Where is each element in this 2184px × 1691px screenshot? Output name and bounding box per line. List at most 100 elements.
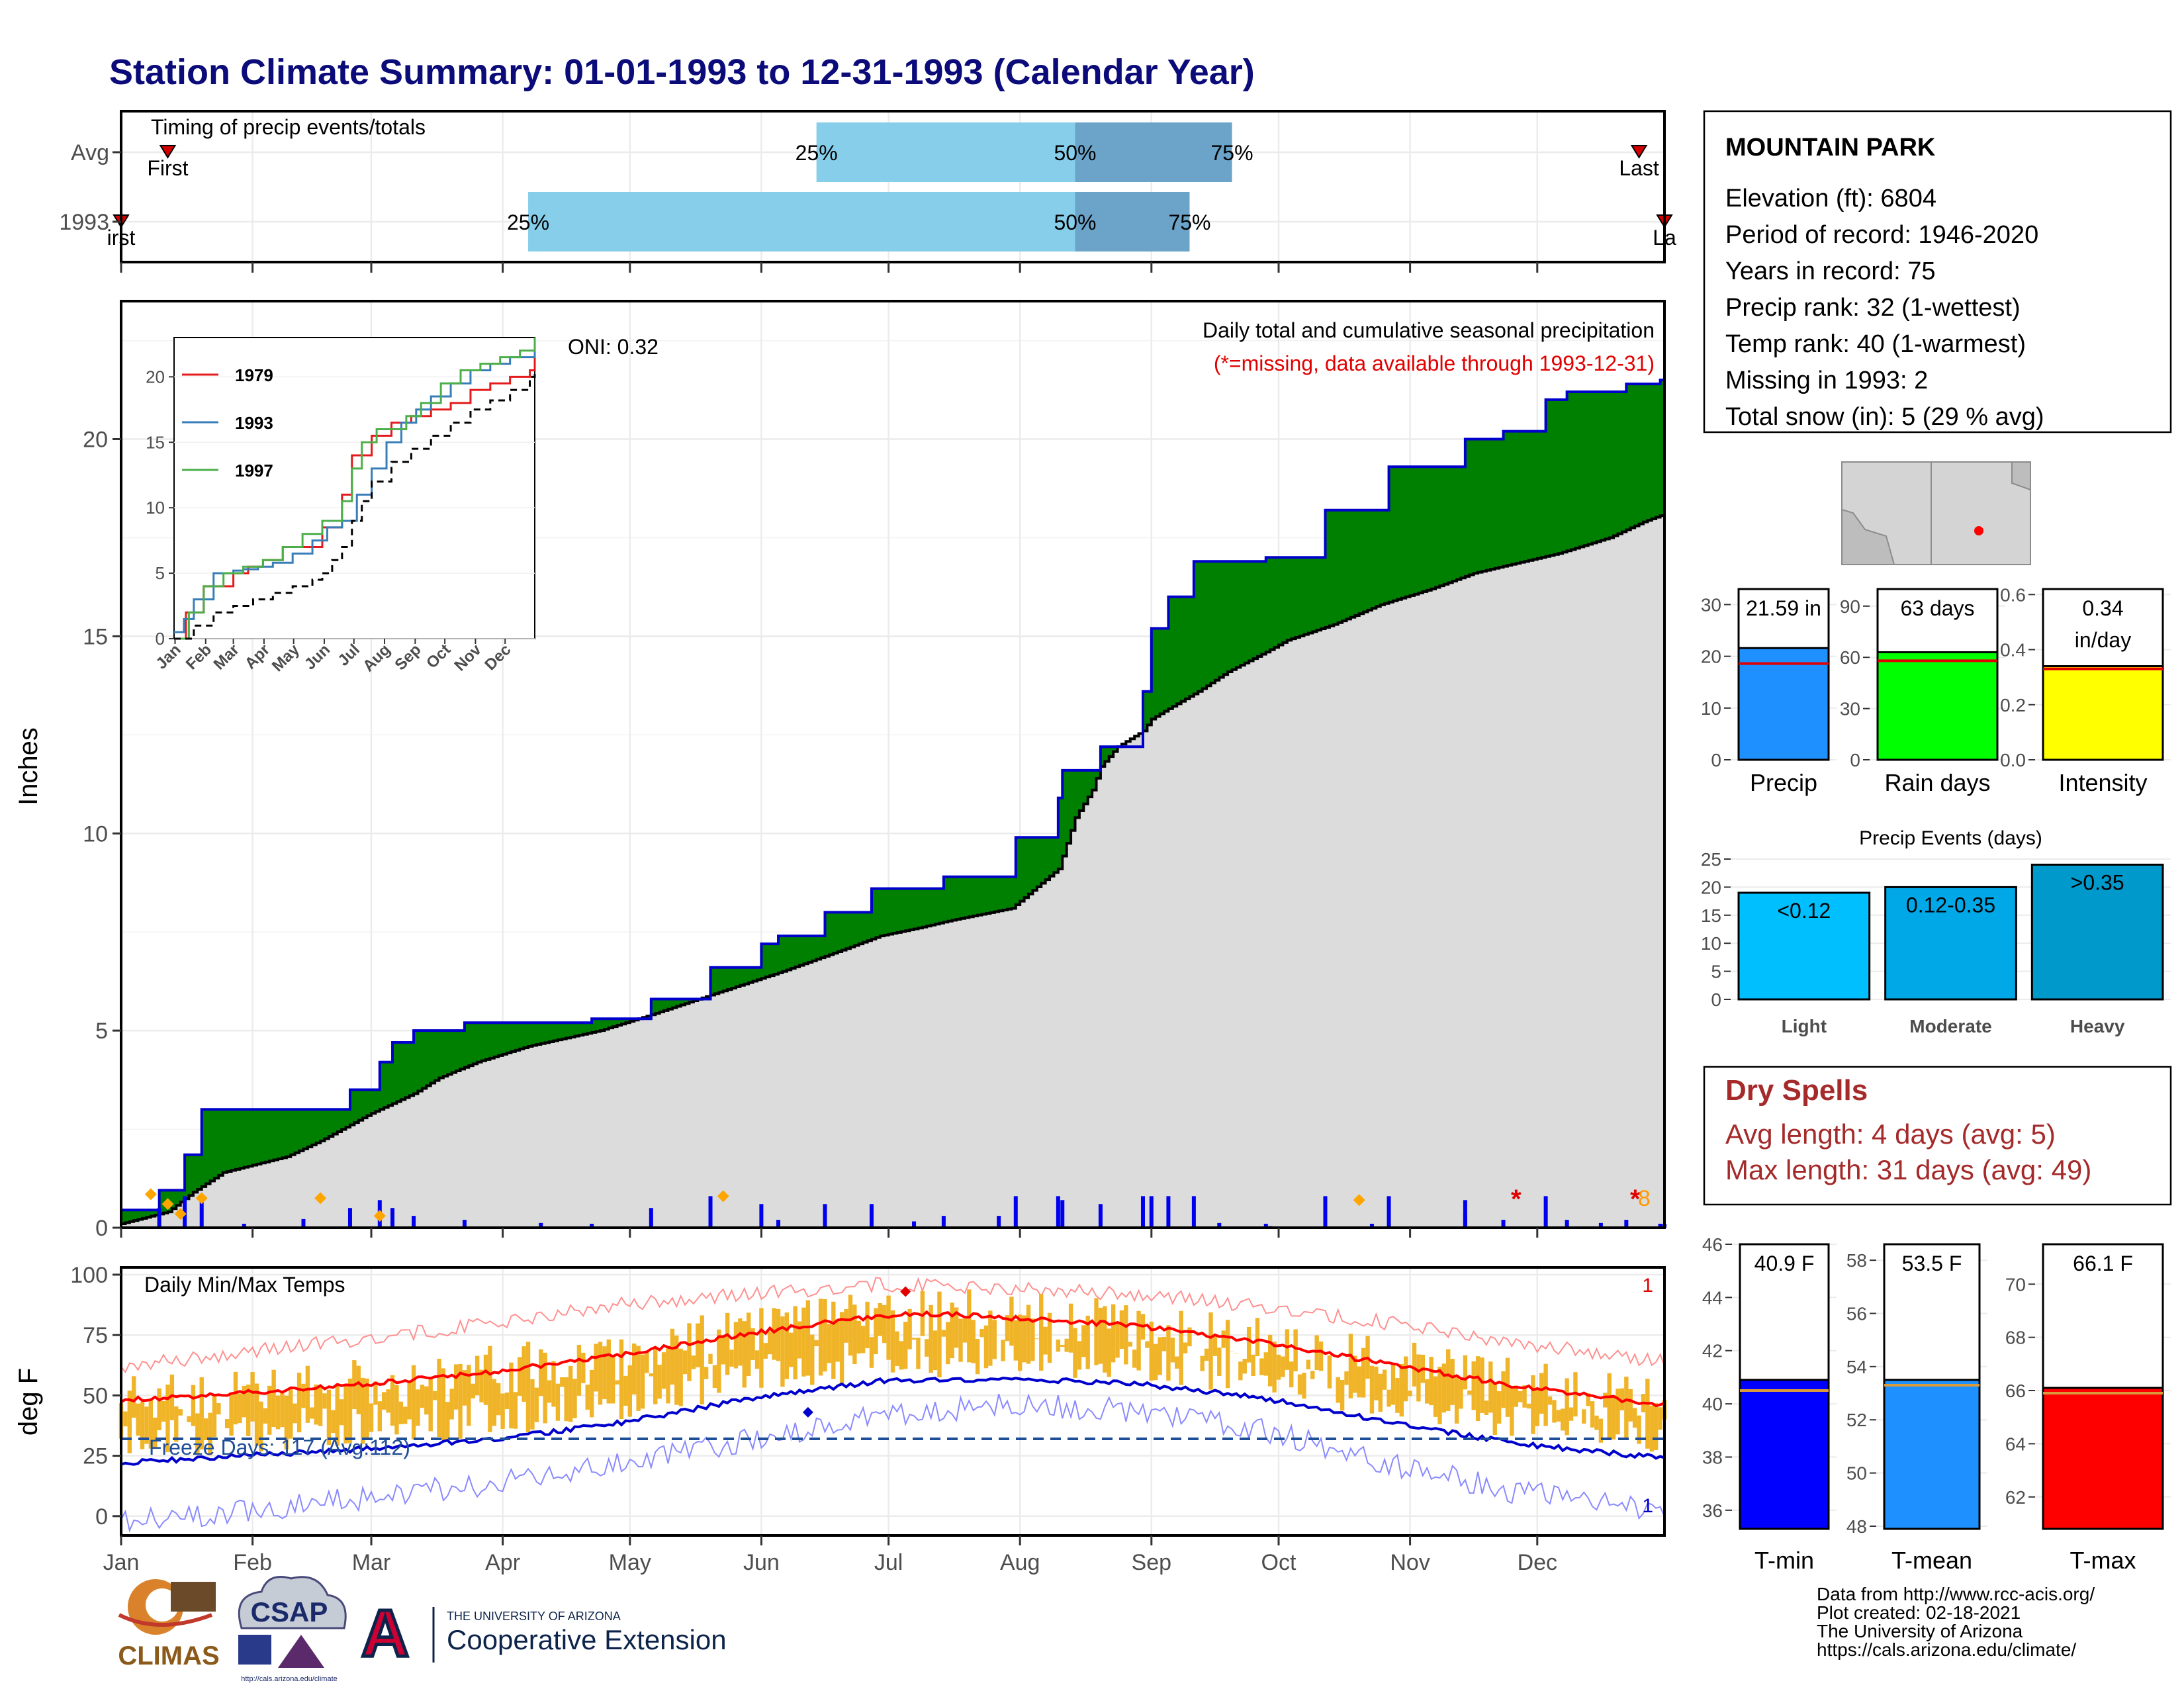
summary-tick-label: 40 (1702, 1394, 1723, 1414)
station-info-line: Missing in 1993: 2 (1725, 367, 1928, 394)
daily-temp-bar (280, 1393, 284, 1427)
daily-temp-bar (1293, 1330, 1297, 1371)
daily-temp-bar (420, 1385, 424, 1408)
daily-temp-bar (505, 1393, 509, 1409)
daily-temp-bar (586, 1385, 590, 1410)
record-low-count: 1 (1642, 1495, 1653, 1517)
timing-q50-label: 50% (1054, 210, 1096, 234)
daily-temp-bar (437, 1359, 441, 1437)
daily-temp-bar (1548, 1396, 1552, 1405)
summary-value-label: 63 days (1900, 596, 1974, 620)
daily-temp-bar (289, 1387, 293, 1438)
summary-value-label: 40.9 F (1754, 1252, 1815, 1275)
daily-temp-bar (619, 1340, 623, 1419)
daily-temp-bar (1281, 1357, 1285, 1377)
daily-temp-bar (831, 1302, 835, 1379)
daily-temp-bar (1629, 1389, 1633, 1422)
daily-temp-bar (343, 1386, 347, 1443)
daily-temp-bar (1395, 1378, 1399, 1413)
daily-temp-bar (611, 1357, 615, 1404)
temp-y-tick-label: 50 (83, 1383, 108, 1408)
daily-temp-bar (178, 1409, 182, 1416)
temp-y-tick-label: 0 (95, 1504, 108, 1530)
month-label: Mar (352, 1550, 391, 1575)
daily-temp-bar (1175, 1357, 1179, 1369)
daily-temp-bar (1416, 1354, 1420, 1401)
daily-temp-bar (1077, 1341, 1081, 1369)
daily-temp-bar (1238, 1361, 1242, 1380)
footer-line: The University of Arizona (1817, 1621, 2023, 1641)
summary-tick-label: 0.4 (2000, 640, 2026, 661)
inset-legend-label: 1997 (235, 461, 273, 480)
daily-temp-bar (891, 1310, 895, 1373)
daily-temp-bar (238, 1393, 242, 1423)
daily-temp-bar (378, 1401, 382, 1431)
station-info-line: Total snow (in): 5 (29 % avg) (1725, 403, 2044, 431)
timing-q25-label: 25% (507, 210, 549, 234)
daily-temp-bar (1255, 1318, 1259, 1356)
events-tick-label: 25 (1701, 849, 1721, 870)
summary-tick-label: 90 (1840, 596, 1860, 617)
temp-y-axis-label: deg F (14, 1368, 43, 1436)
daily-precip-bar (823, 1204, 827, 1228)
daily-temp-bar (1488, 1361, 1492, 1412)
timing-q50-label: 50% (1054, 141, 1096, 165)
daily-temp-bar (293, 1404, 296, 1424)
daily-temp-bar (1510, 1386, 1514, 1436)
daily-temp-bar (547, 1380, 551, 1402)
summary-tick-label: 0.2 (2000, 695, 2026, 715)
daily-temp-bar (318, 1386, 322, 1426)
summary-value-label: 66.1 F (2073, 1252, 2133, 1275)
precip-y-tick-label: 15 (83, 624, 108, 649)
precip-panel-title: Daily total and cumulative seasonal prec… (1203, 318, 1655, 342)
events-tick-label: 20 (1701, 877, 1721, 897)
daily-temp-bar (958, 1318, 962, 1361)
daily-temp-bar (1412, 1343, 1416, 1387)
daily-temp-bar (696, 1324, 700, 1367)
daily-temp-bar (725, 1313, 729, 1375)
daily-temp-bar (1594, 1416, 1598, 1430)
daily-temp-bar (1518, 1391, 1522, 1402)
daily-temp-bar (814, 1340, 818, 1346)
daily-temp-bar (1349, 1334, 1353, 1398)
daily-temp-bar (1289, 1361, 1293, 1387)
daily-temp-bar (454, 1364, 458, 1409)
dry-spells-title: Dry Spells (1725, 1074, 1868, 1107)
daily-temp-bar (700, 1315, 704, 1404)
daily-temp-bar (263, 1408, 267, 1424)
station-name: MOUNTAIN PARK (1725, 134, 1936, 161)
daily-temp-bar (216, 1403, 220, 1414)
csap-logo-text: CSAP (251, 1596, 328, 1627)
daily-temp-bar (403, 1406, 407, 1424)
daily-precip-bar (158, 1208, 161, 1228)
daily-temp-bar (416, 1389, 420, 1426)
last-event-label: Last (1619, 156, 1659, 180)
daily-precip-bar (1150, 1196, 1154, 1228)
summary-tick-label: 10 (1701, 698, 1721, 719)
daily-temp-bar (1497, 1391, 1501, 1424)
daily-temp-bar (1035, 1338, 1039, 1339)
daily-temp-bar (560, 1377, 564, 1387)
daily-temp-bar (1136, 1311, 1140, 1371)
month-label: Jan (103, 1550, 140, 1575)
daily-temp-bar (1026, 1305, 1030, 1364)
summary-category-label: T-max (2070, 1547, 2136, 1574)
daily-temp-bar (1259, 1358, 1263, 1375)
inset-y-tick-label: 10 (146, 498, 165, 518)
summary-tick-label: 30 (1701, 594, 1721, 615)
daily-temp-bar (1391, 1363, 1395, 1404)
events-tick-label: 15 (1701, 905, 1721, 926)
daily-temp-bar (1552, 1400, 1556, 1422)
daily-temp-bar (1120, 1310, 1124, 1349)
daily-precip-bar (348, 1208, 352, 1228)
ua-small-text: THE UNIVERSITY OF ARIZONA (447, 1610, 621, 1623)
daily-temp-bar (590, 1370, 594, 1418)
daily-temp-bar (657, 1365, 661, 1398)
daily-temp-bar (1264, 1352, 1268, 1375)
inset-legend-label: 1979 (235, 365, 273, 385)
daily-temp-bar (764, 1343, 768, 1359)
daily-temp-bar (271, 1370, 275, 1427)
daily-temp-bar (399, 1402, 403, 1424)
